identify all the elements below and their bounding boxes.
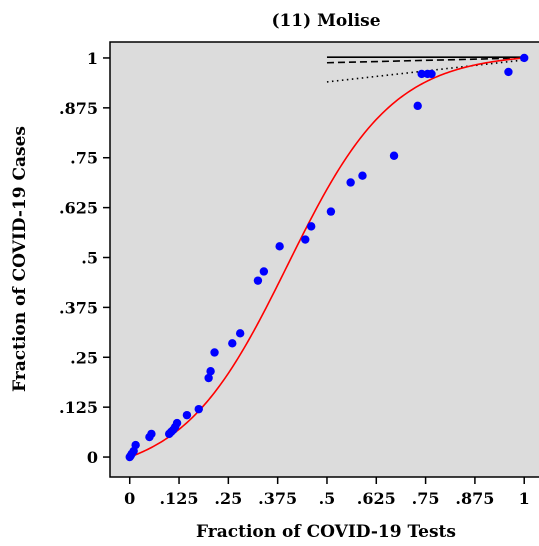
data-point xyxy=(131,440,140,450)
x-tick-label: .875 xyxy=(455,489,494,508)
data-point xyxy=(301,235,310,244)
x-tick-label: .25 xyxy=(214,489,242,508)
data-point xyxy=(346,178,355,187)
x-tick-label: .5 xyxy=(319,489,336,508)
data-points xyxy=(125,53,529,462)
y-axis: 0 .125 .25 .375 .5 .625 .75 .875 1 xyxy=(59,49,110,467)
y-tick-label: .5 xyxy=(81,249,98,268)
data-point xyxy=(210,348,219,357)
y-tick-label: .375 xyxy=(59,298,98,317)
fitted-curve xyxy=(129,57,525,458)
x-tick-label: 0 xyxy=(124,489,135,508)
data-point xyxy=(228,339,237,348)
data-point xyxy=(520,53,529,63)
data-point xyxy=(204,373,213,383)
data-point xyxy=(235,329,245,338)
data-point xyxy=(253,276,263,285)
data-point xyxy=(427,69,436,79)
x-tick-label: .75 xyxy=(412,489,440,508)
x-tick-label: .125 xyxy=(160,489,199,508)
x-axis: 0 .125 .25 .375 .5 .625 .75 .875 1 xyxy=(124,477,530,508)
reference-lines xyxy=(326,56,525,83)
data-point xyxy=(504,67,513,77)
data-point xyxy=(389,151,399,160)
x-tick-label: .375 xyxy=(258,489,297,508)
data-point xyxy=(172,418,182,428)
data-point xyxy=(358,171,367,180)
data-point xyxy=(417,69,426,79)
y-tick-label: 0 xyxy=(87,448,98,467)
data-point xyxy=(326,207,336,216)
plot-area xyxy=(109,41,539,478)
y-tick-label: .625 xyxy=(59,199,98,218)
y-tick-label: .25 xyxy=(70,348,98,367)
data-point xyxy=(275,242,284,251)
x-axis-label: Fraction of COVID-19 Tests xyxy=(196,522,456,542)
data-point xyxy=(413,101,422,111)
y-tick-label: .875 xyxy=(59,99,98,118)
data-point xyxy=(259,267,269,276)
data-point xyxy=(306,222,316,231)
data-point xyxy=(194,404,203,414)
x-tick-label: .625 xyxy=(357,489,396,508)
data-point xyxy=(147,429,156,439)
data-point xyxy=(182,410,192,420)
y-tick-label: 1 xyxy=(87,49,98,68)
x-tick-label: 1 xyxy=(519,489,530,508)
y-tick-label: .75 xyxy=(70,149,98,168)
data-point xyxy=(206,367,215,376)
reference-line-dotted xyxy=(326,59,525,83)
y-tick-label: .125 xyxy=(59,398,98,417)
chart-title: (11) Molise xyxy=(271,11,380,31)
y-axis-label: Fraction of COVID-19 Cases xyxy=(10,126,30,392)
